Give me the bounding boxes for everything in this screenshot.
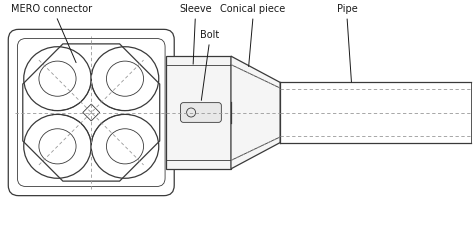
- Text: Sleeve: Sleeve: [179, 4, 212, 14]
- Text: Bolt: Bolt: [200, 30, 219, 40]
- Text: Conical piece: Conical piece: [220, 4, 286, 14]
- Bar: [166, 56, 231, 169]
- Text: Pipe: Pipe: [337, 4, 357, 14]
- Polygon shape: [231, 56, 280, 169]
- FancyBboxPatch shape: [181, 103, 221, 122]
- Text: MERO connector: MERO connector: [11, 4, 92, 14]
